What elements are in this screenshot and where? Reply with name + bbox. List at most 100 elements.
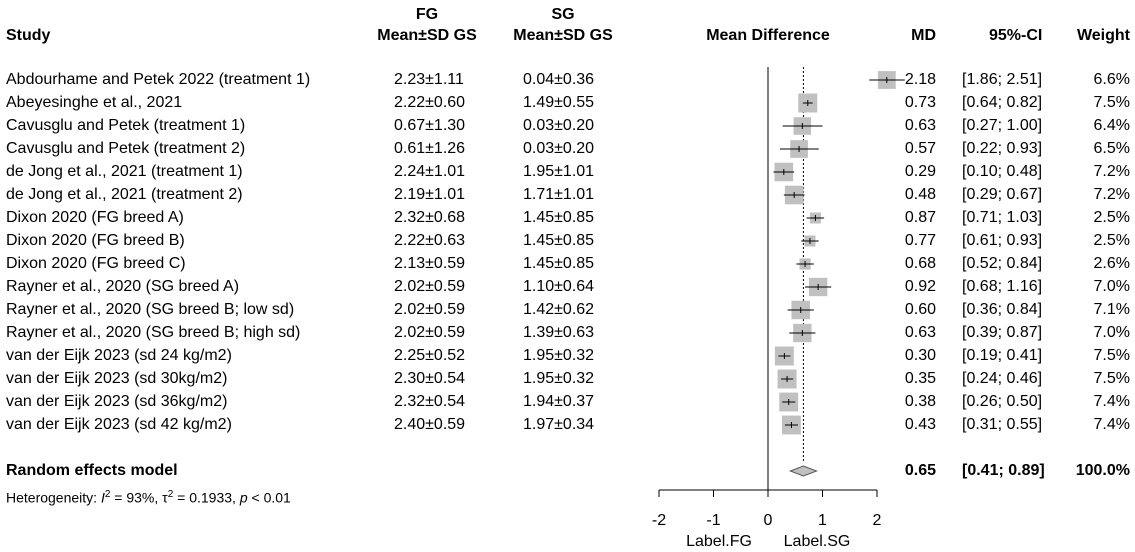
md-value: 0.63 bbox=[904, 117, 936, 134]
sg-value: 0.03±0.20 bbox=[523, 140, 595, 157]
sg-value: 0.03±0.20 bbox=[523, 117, 595, 134]
weight-value: 7.2% bbox=[1093, 186, 1130, 203]
weight-value: 7.0% bbox=[1093, 324, 1130, 341]
md-value: 0.35 bbox=[904, 370, 936, 387]
x-tick-label: -1 bbox=[706, 512, 721, 529]
md-value: 0.63 bbox=[904, 324, 936, 341]
fg-value: 0.67±1.30 bbox=[394, 117, 466, 134]
ci-value: [0.26; 0.50] bbox=[962, 393, 1043, 410]
study-name: Rayner et al., 2020 (SG breed B; low sd) bbox=[6, 301, 295, 318]
sg-value: 1.10±0.64 bbox=[523, 278, 595, 295]
ci-value: [0.52; 0.84] bbox=[962, 255, 1043, 272]
ci-value: [0.19; 0.41] bbox=[962, 347, 1043, 364]
ci-value: [0.22; 0.93] bbox=[962, 140, 1043, 157]
md-value: 0.87 bbox=[904, 209, 936, 226]
md-value: 2.18 bbox=[904, 71, 936, 88]
study-name: Rayner et al., 2020 (SG breed A) bbox=[6, 278, 240, 295]
sg-value: 1.95±1.01 bbox=[523, 163, 595, 180]
fg-value: 2.23±1.11 bbox=[394, 71, 464, 88]
md-value: 0.57 bbox=[904, 140, 936, 157]
md-value: 0.92 bbox=[904, 278, 936, 295]
md-value: 0.29 bbox=[904, 163, 936, 180]
study-name: Abeyesinghe et al., 2021 bbox=[6, 94, 183, 111]
study-name: de Jong et al., 2021 (treatment 1) bbox=[6, 163, 243, 180]
fg-value: 2.02±0.59 bbox=[394, 324, 466, 341]
study-name: Rayner et al., 2020 (SG breed B; high sd… bbox=[6, 324, 301, 341]
sg-value: 1.39±0.63 bbox=[523, 324, 595, 341]
weight-value: 7.4% bbox=[1093, 393, 1130, 410]
study-name: de Jong et al., 2021 (treatment 2) bbox=[6, 186, 243, 203]
weight-value: 6.4% bbox=[1093, 117, 1130, 134]
header-fg-bottom: Mean±SD GS bbox=[377, 27, 477, 44]
pooled-weight: 100.0% bbox=[1075, 462, 1130, 479]
study-name: Dixon 2020 (FG breed A) bbox=[6, 209, 184, 226]
x-tick-label: 2 bbox=[872, 512, 882, 529]
ci-value: [1.86; 2.51] bbox=[962, 71, 1043, 88]
x-tick-label: -2 bbox=[651, 512, 667, 529]
ci-value: [0.61; 0.93] bbox=[962, 232, 1043, 249]
header-mean-difference: Mean Difference bbox=[706, 27, 830, 44]
fg-value: 2.40±0.59 bbox=[394, 416, 466, 433]
ci-value: [0.36; 0.84] bbox=[962, 301, 1043, 318]
md-value: 0.73 bbox=[904, 94, 936, 111]
fg-value: 2.25±0.52 bbox=[394, 347, 466, 364]
study-name: Abdourhame and Petek 2022 (treatment 1) bbox=[6, 71, 311, 88]
md-value: 0.43 bbox=[904, 416, 936, 433]
header-study: Study bbox=[6, 27, 51, 44]
fg-value: 2.02±0.59 bbox=[394, 278, 466, 295]
fg-value: 2.13±0.59 bbox=[394, 255, 466, 272]
fg-value: 2.32±0.68 bbox=[394, 209, 466, 226]
fg-value: 2.22±0.63 bbox=[394, 232, 466, 249]
md-value: 0.30 bbox=[904, 347, 936, 364]
study-name: van der Eijk 2023 (sd 30kg/m2) bbox=[6, 370, 228, 387]
sg-value: 1.49±0.55 bbox=[523, 94, 595, 111]
weight-value: 2.5% bbox=[1093, 209, 1130, 226]
study-name: van der Eijk 2023 (sd 36kg/m2) bbox=[6, 393, 228, 410]
ci-value: [0.39; 0.87] bbox=[962, 324, 1043, 341]
weight-value: 2.5% bbox=[1093, 232, 1130, 249]
weight-value: 7.5% bbox=[1093, 370, 1130, 387]
md-value: 0.48 bbox=[904, 186, 936, 203]
heterogeneity-text: Heterogeneity: I2 = 93%, τ2 = 0.1933, p … bbox=[6, 489, 291, 506]
weight-value: 7.4% bbox=[1093, 416, 1130, 433]
sg-value: 1.42±0.62 bbox=[523, 301, 595, 318]
study-name: Cavusglu and Petek (treatment 2) bbox=[6, 140, 246, 157]
fg-value: 2.19±1.01 bbox=[394, 186, 466, 203]
header-weight: Weight bbox=[1076, 27, 1130, 44]
sg-value: 1.45±0.85 bbox=[523, 209, 595, 226]
sg-value: 1.95±0.32 bbox=[523, 347, 595, 364]
sg-value: 1.71±1.01 bbox=[523, 186, 595, 203]
md-value: 0.77 bbox=[904, 232, 936, 249]
ci-value: [0.71; 1.03] bbox=[962, 209, 1043, 226]
ci-value: [0.27; 1.00] bbox=[962, 117, 1043, 134]
x-tick-label: 1 bbox=[818, 512, 827, 529]
fg-value: 2.24±1.01 bbox=[394, 163, 466, 180]
fg-value: 2.32±0.54 bbox=[394, 393, 466, 410]
pooled-ci: [0.41; 0.89] bbox=[962, 462, 1045, 479]
sg-value: 1.94±0.37 bbox=[523, 393, 595, 410]
weight-value: 6.5% bbox=[1093, 140, 1130, 157]
fg-value: 0.61±1.26 bbox=[394, 140, 466, 157]
ci-value: [0.31; 0.55] bbox=[962, 416, 1043, 433]
header-md: MD bbox=[911, 27, 936, 44]
ci-value: [0.29; 0.67] bbox=[962, 186, 1043, 203]
pooled-label: Random effects model bbox=[6, 462, 178, 479]
weight-value: 2.6% bbox=[1093, 255, 1130, 272]
sg-value: 1.95±0.32 bbox=[523, 370, 595, 387]
header-ci: 95%-CI bbox=[989, 27, 1043, 44]
ci-value: [0.68; 1.16] bbox=[962, 278, 1043, 295]
ci-value: [0.10; 0.48] bbox=[962, 163, 1043, 180]
sg-value: 0.04±0.36 bbox=[523, 71, 595, 88]
ci-value: [0.24; 0.46] bbox=[962, 370, 1043, 387]
axis-label-fg: Label.FG bbox=[686, 533, 752, 550]
weight-value: 7.5% bbox=[1093, 94, 1130, 111]
study-name: van der Eijk 2023 (sd 24 kg/m2) bbox=[6, 347, 232, 364]
fg-value: 2.30±0.54 bbox=[394, 370, 466, 387]
axis-label-sg: Label.SG bbox=[783, 533, 851, 550]
study-name: Cavusglu and Petek (treatment 1) bbox=[6, 117, 246, 134]
sg-value: 1.97±0.34 bbox=[523, 416, 595, 433]
header-fg-top: FG bbox=[415, 6, 439, 23]
weight-value: 7.5% bbox=[1093, 347, 1130, 364]
md-value: 0.38 bbox=[904, 393, 936, 410]
weight-value: 7.0% bbox=[1093, 278, 1130, 295]
